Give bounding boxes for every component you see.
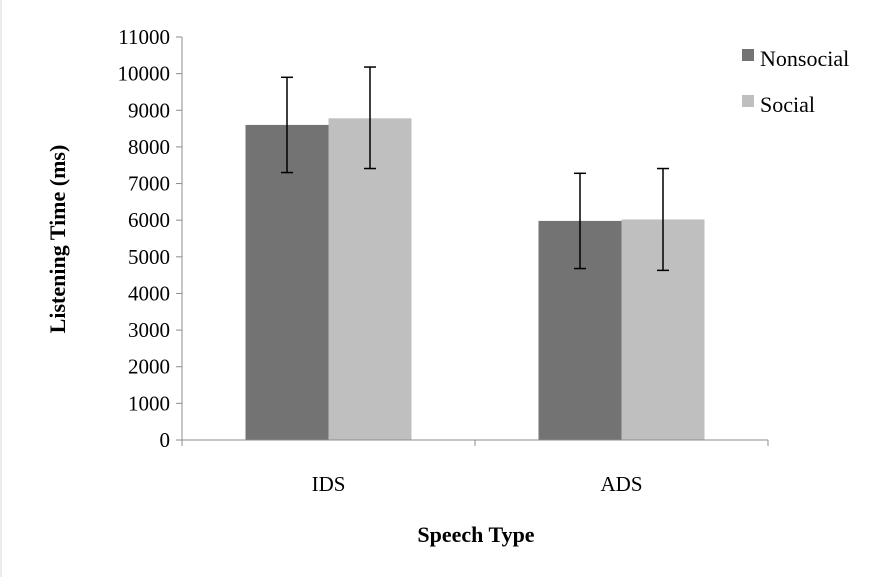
y-tick-label: 4000 [128, 281, 170, 305]
y-tick-label: 0 [160, 428, 171, 452]
y-tick-label: 6000 [128, 208, 170, 232]
legend-label-social: Social [760, 92, 815, 117]
legend-swatch-nonsocial [742, 49, 754, 61]
bar-social-ids [328, 118, 412, 440]
y-tick-label: 9000 [128, 98, 170, 122]
y-tick-label: 2000 [128, 355, 170, 379]
legend-swatch-social [742, 95, 754, 107]
legend-label-nonsocial: Nonsocial [760, 46, 849, 71]
x-axis: IDS ADS [181, 439, 769, 496]
x-axis-title: Speech Type [417, 522, 534, 547]
y-tick-label: 5000 [128, 245, 170, 269]
bar-nonsocial-ids [245, 124, 329, 440]
y-tick-label: 1000 [128, 391, 170, 415]
y-tick-label: 7000 [128, 172, 170, 196]
y-axis: 0 1000 2000 3000 4000 5000 6000 7000 8000 9000 100… [118, 25, 183, 452]
y-axis-title: Listening Time (ms) [45, 145, 70, 334]
legend: Nonsocial Social [742, 46, 849, 117]
y-tick-label: 3000 [128, 318, 170, 342]
x-tick-label: IDS [312, 472, 346, 496]
plot-area [245, 66, 705, 440]
y-tick-label: 10000 [118, 62, 171, 86]
y-tick-label: 8000 [128, 135, 170, 159]
y-tick-label: 11000 [118, 25, 170, 49]
x-tick-label: ADS [600, 472, 642, 496]
